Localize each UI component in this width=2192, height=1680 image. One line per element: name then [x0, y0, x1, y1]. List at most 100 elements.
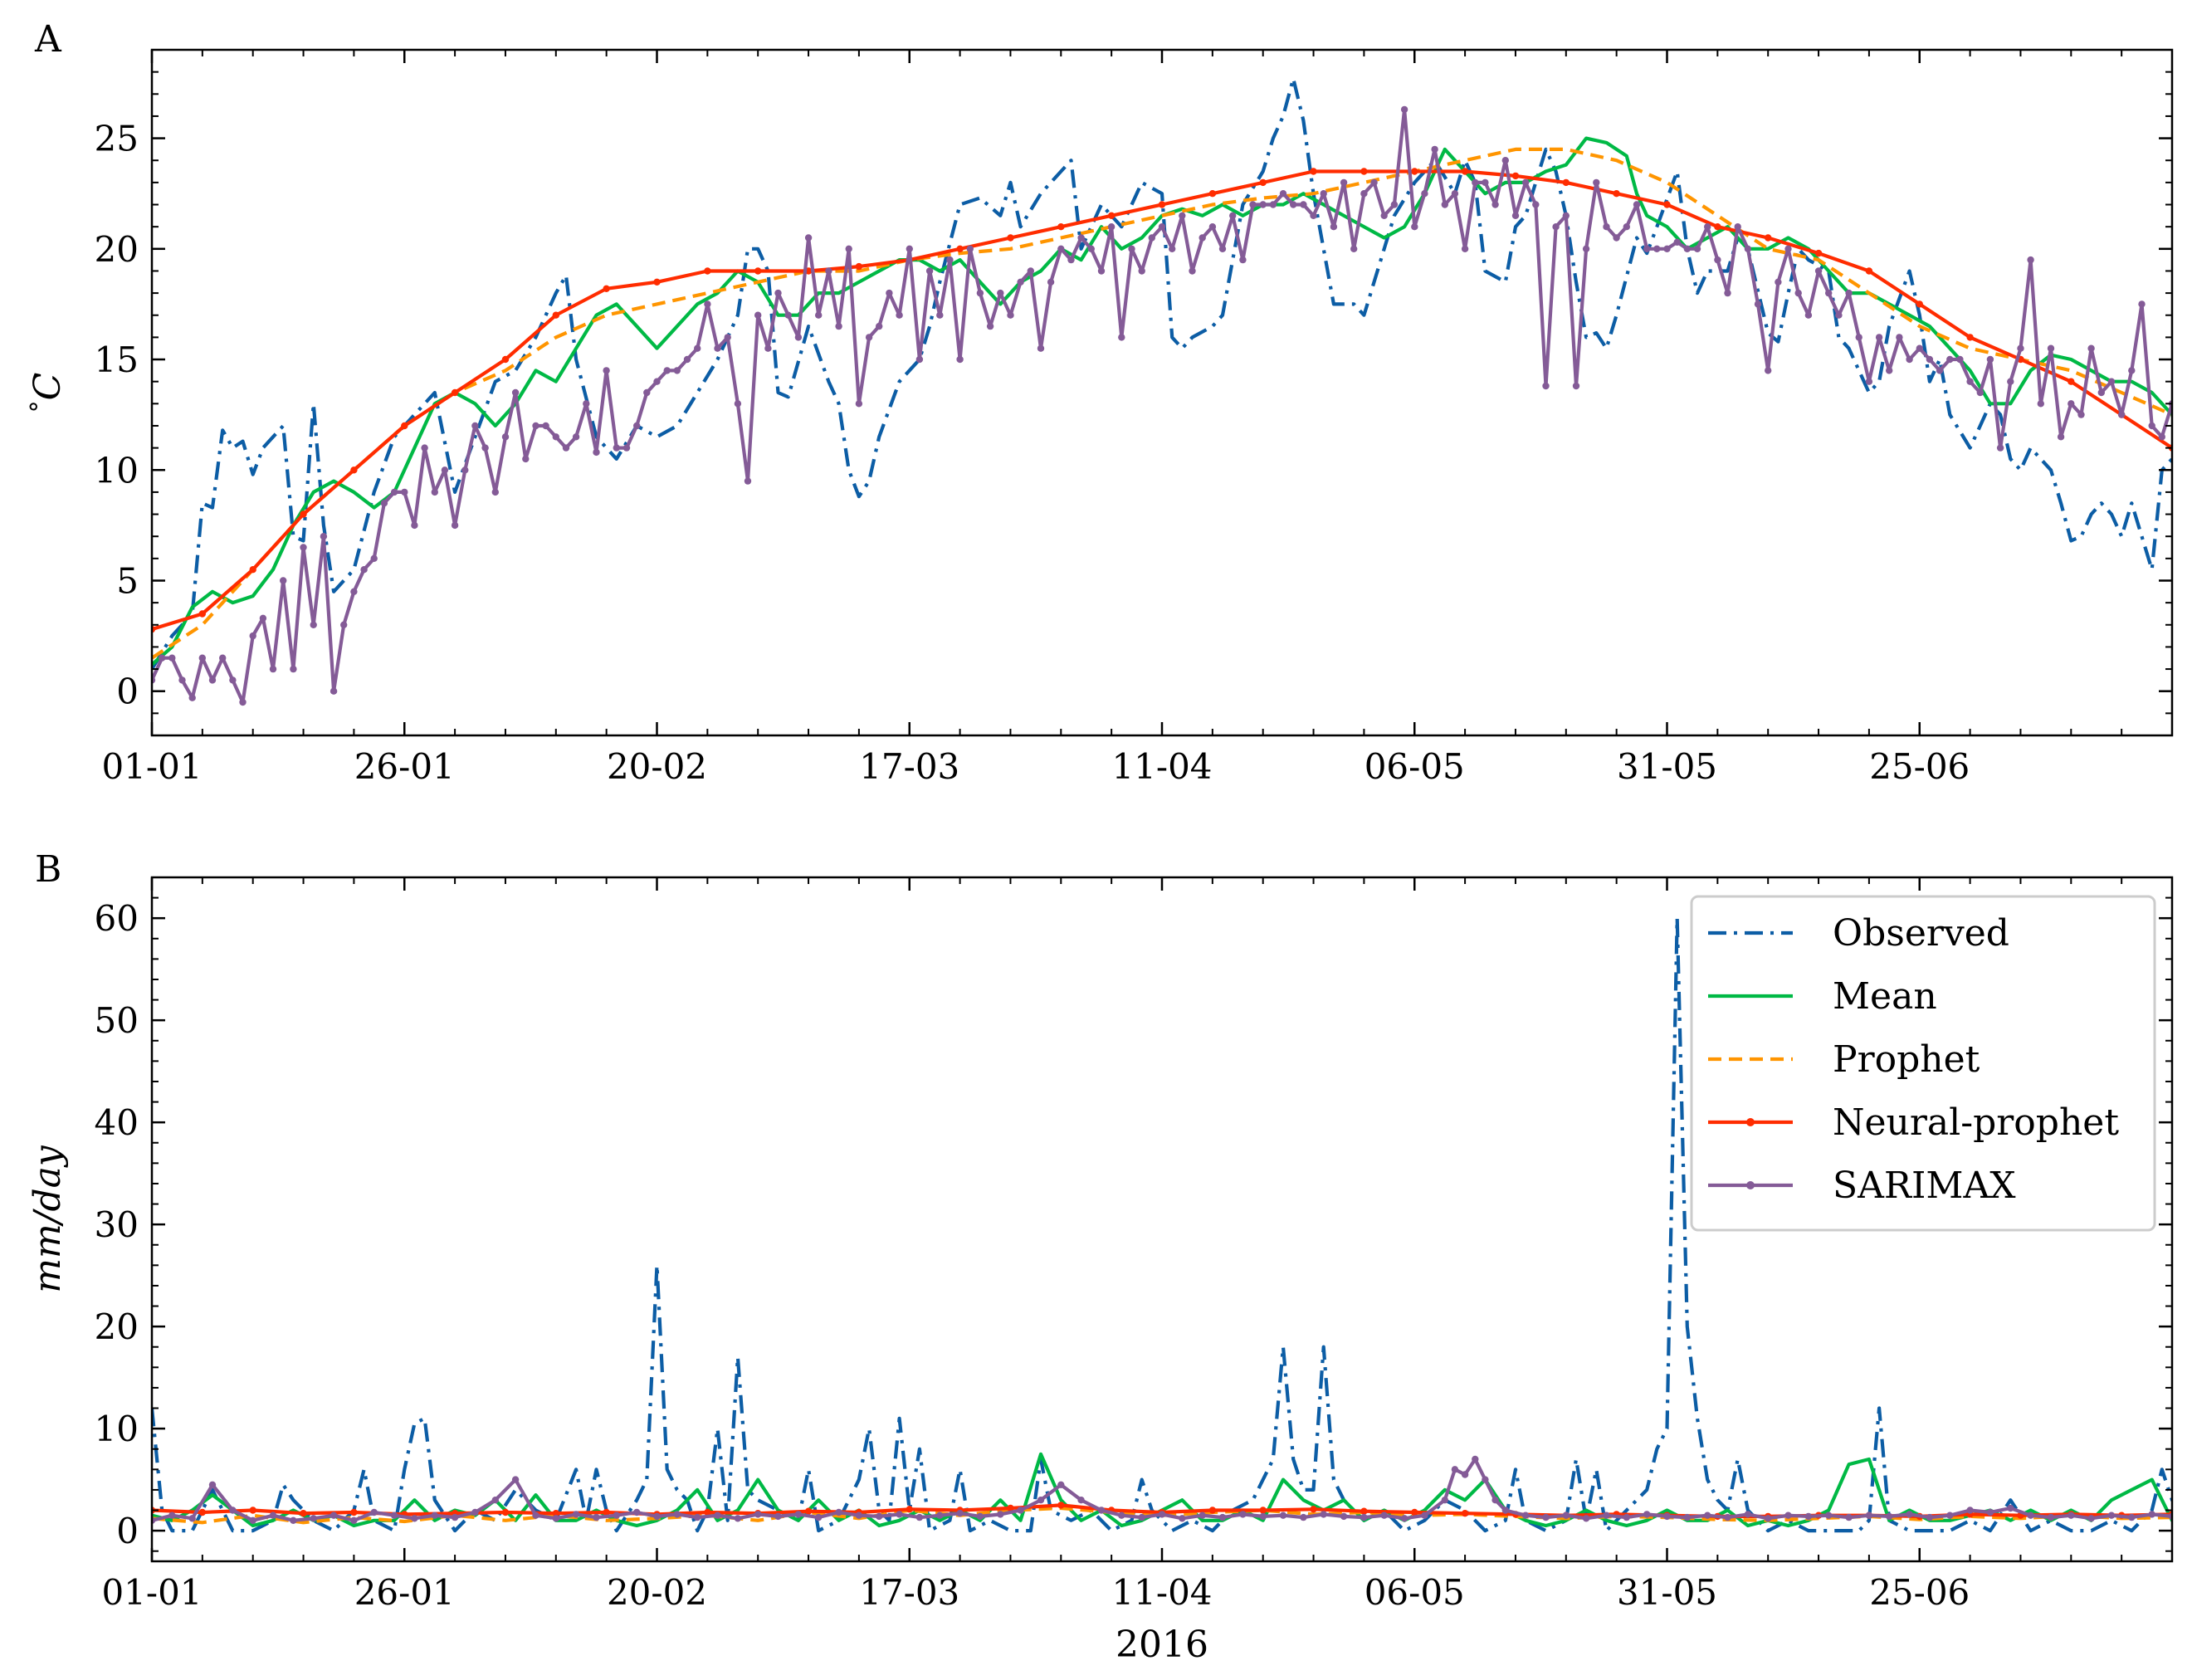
panel-a-sarimax-marker — [1279, 190, 1287, 198]
panel-a-sarimax-marker — [2087, 344, 2095, 352]
panel-a-sarimax-marker — [1310, 212, 1317, 219]
panel-a-neural-prophet-marker — [1158, 201, 1166, 208]
panel-b-neural-prophet-marker — [704, 1508, 711, 1516]
panel-a-neural-prophet-marker — [1360, 168, 1368, 175]
panel-b-sarimax-marker — [1017, 1507, 1024, 1514]
panel-b-neural-prophet-marker — [1461, 1510, 1469, 1517]
panel-a-series-mean — [152, 136, 2172, 667]
panel-a-sarimax-marker — [1956, 355, 1964, 364]
panel-a-sarimax-marker — [886, 289, 893, 297]
panel-a-sarimax-marker — [1804, 311, 1813, 319]
panel-a-sarimax-marker — [431, 488, 438, 496]
panel-a-sarimax-marker — [1441, 201, 1449, 208]
panel-a-sarimax-marker — [1269, 201, 1277, 208]
panel-b-sarimax-marker — [290, 1516, 297, 1525]
panel-a-neural-prophet-marker — [552, 311, 559, 319]
panel-a-sarimax-marker — [229, 676, 237, 684]
panel-a-sarimax-marker — [1350, 245, 1358, 252]
panel-a-sarimax-marker — [451, 521, 459, 530]
panel-a-sarimax-marker — [501, 433, 510, 441]
panel-a-neural-prophet-marker — [1107, 212, 1116, 219]
panel-b-sarimax-marker — [229, 1507, 237, 1514]
panel-a-sarimax-marker — [865, 334, 873, 341]
legend-item-sarimax: SARIMAX — [1708, 1165, 2016, 1207]
panel-b-sarimax-marker — [1340, 1512, 1348, 1521]
panel-a-sarimax-marker — [1724, 289, 1731, 297]
panel-b-sarimax-marker — [2068, 1512, 2075, 1519]
panel-a-sarimax-marker — [178, 676, 186, 684]
panel-b-sarimax-marker — [491, 1497, 499, 1504]
panel-b-neural-prophet-marker — [1208, 1507, 1217, 1514]
panel-a-sarimax-marker — [461, 466, 469, 474]
panel-a-sarimax-marker — [774, 289, 782, 297]
panel-b-sarimax-marker — [1320, 1511, 1327, 1518]
panel-a-sarimax-marker — [724, 334, 731, 341]
panel-a-sarimax-marker — [673, 367, 681, 374]
panel-b-sarimax-marker — [1400, 1515, 1408, 1522]
panel-b-sarimax-marker — [714, 1512, 721, 1519]
x-tick-label: 20-02 — [607, 746, 707, 787]
y-tick-label: 10 — [95, 1409, 139, 1449]
panel-a-sarimax-marker — [744, 477, 752, 485]
panel-a-sarimax-marker — [1179, 212, 1186, 219]
panel-a-sarimax-marker — [1936, 367, 1944, 374]
panel-a-sarimax-marker — [1491, 201, 1499, 208]
panel-a-sarimax-marker — [2128, 367, 2136, 374]
panel-a-sarimax-marker — [390, 488, 398, 496]
panel-a-sarimax-marker — [269, 665, 277, 673]
panel-a-sarimax-marker — [2107, 378, 2116, 385]
panel-a-sarimax-marker — [1572, 382, 1580, 390]
panel-a-sarimax-marker — [1239, 256, 1247, 264]
legend: Observed Mean Prophet Neural-prophet SARIMAX — [1690, 895, 2156, 1232]
x-tick-label: 06-05 — [1365, 1572, 1465, 1613]
panel-a-sarimax-marker — [1814, 267, 1823, 275]
panel-b-sarimax-marker — [1239, 1511, 1247, 1518]
panel-a-sarimax-marker — [421, 444, 428, 452]
panel-a-sarimax-marker — [1765, 367, 1772, 374]
panel-a-sarimax-marker — [986, 322, 994, 330]
panel-a-ticks: 01-01 26-01 20-02 17-03 11-04 06-05 31-05 25-06… — [95, 49, 2173, 787]
panel-a-sarimax-marker — [835, 322, 842, 330]
panel-b-sarimax-marker — [310, 1515, 317, 1522]
panel-a-sarimax-marker — [925, 267, 934, 275]
y-tick-label: 15 — [95, 339, 139, 380]
panel-a-sarimax-marker — [1653, 245, 1661, 252]
panel-a-sarimax-marker — [1673, 238, 1681, 246]
panel-a-sarimax-marker — [401, 488, 408, 496]
x-tick-label: 17-03 — [859, 746, 959, 787]
y-tick-label: 0 — [116, 672, 139, 712]
panel-a-neural-prophet-marker — [1511, 172, 1520, 180]
panel-b-sarimax-marker — [956, 1510, 964, 1517]
panel-b-sarimax-marker — [572, 1511, 580, 1518]
panel-b-sarimax-marker — [1521, 1512, 1530, 1519]
panel-a-sarimax-marker — [794, 334, 803, 341]
panel-a-neural-prophet-marker — [249, 566, 256, 574]
panel-b-sarimax-marker — [855, 1512, 863, 1519]
panel-a-sarimax-marker — [1259, 201, 1267, 208]
panel-a-sarimax-marker — [1370, 178, 1378, 187]
panel-a-neural-prophet-marker — [1714, 223, 1721, 231]
panel-b-sarimax-marker — [1845, 1513, 1853, 1521]
panel-a-neural-prophet-marker — [1310, 168, 1317, 175]
panel-a-sarimax-marker — [2189, 456, 2192, 462]
panel-a-series-sarimax — [152, 107, 2172, 705]
panel-a-sarimax-marker — [320, 533, 328, 540]
panel-b-sarimax-marker — [673, 1511, 681, 1518]
panel-a-sarimax-marker — [622, 444, 631, 452]
panel-a-sarimax-marker — [1300, 201, 1307, 208]
panel-a-sarimax-marker — [1461, 245, 1469, 252]
panel-b-sarimax-marker — [1663, 1512, 1671, 1521]
panel-a-sarimax-marker — [896, 311, 903, 319]
x-tick-label: 17-03 — [859, 1572, 959, 1613]
panel-b-sarimax-marker — [754, 1511, 762, 1518]
panel-b-sarimax-marker — [1582, 1515, 1590, 1522]
panel-b-neural-prophet-marker — [249, 1507, 256, 1514]
panel-a-sarimax-marker — [1825, 289, 1833, 297]
panel-a-neural-prophet-marker — [1259, 178, 1267, 187]
panel-a-sarimax-marker — [603, 367, 610, 374]
panel-a-neural-prophet-marker — [501, 355, 510, 364]
panel-a-sarimax-marker — [1169, 245, 1176, 252]
panel-a-sarimax-marker — [1501, 157, 1510, 164]
panel-b-sarimax-marker — [1491, 1497, 1499, 1504]
panel-b-sarimax-marker — [2027, 1512, 2034, 1519]
